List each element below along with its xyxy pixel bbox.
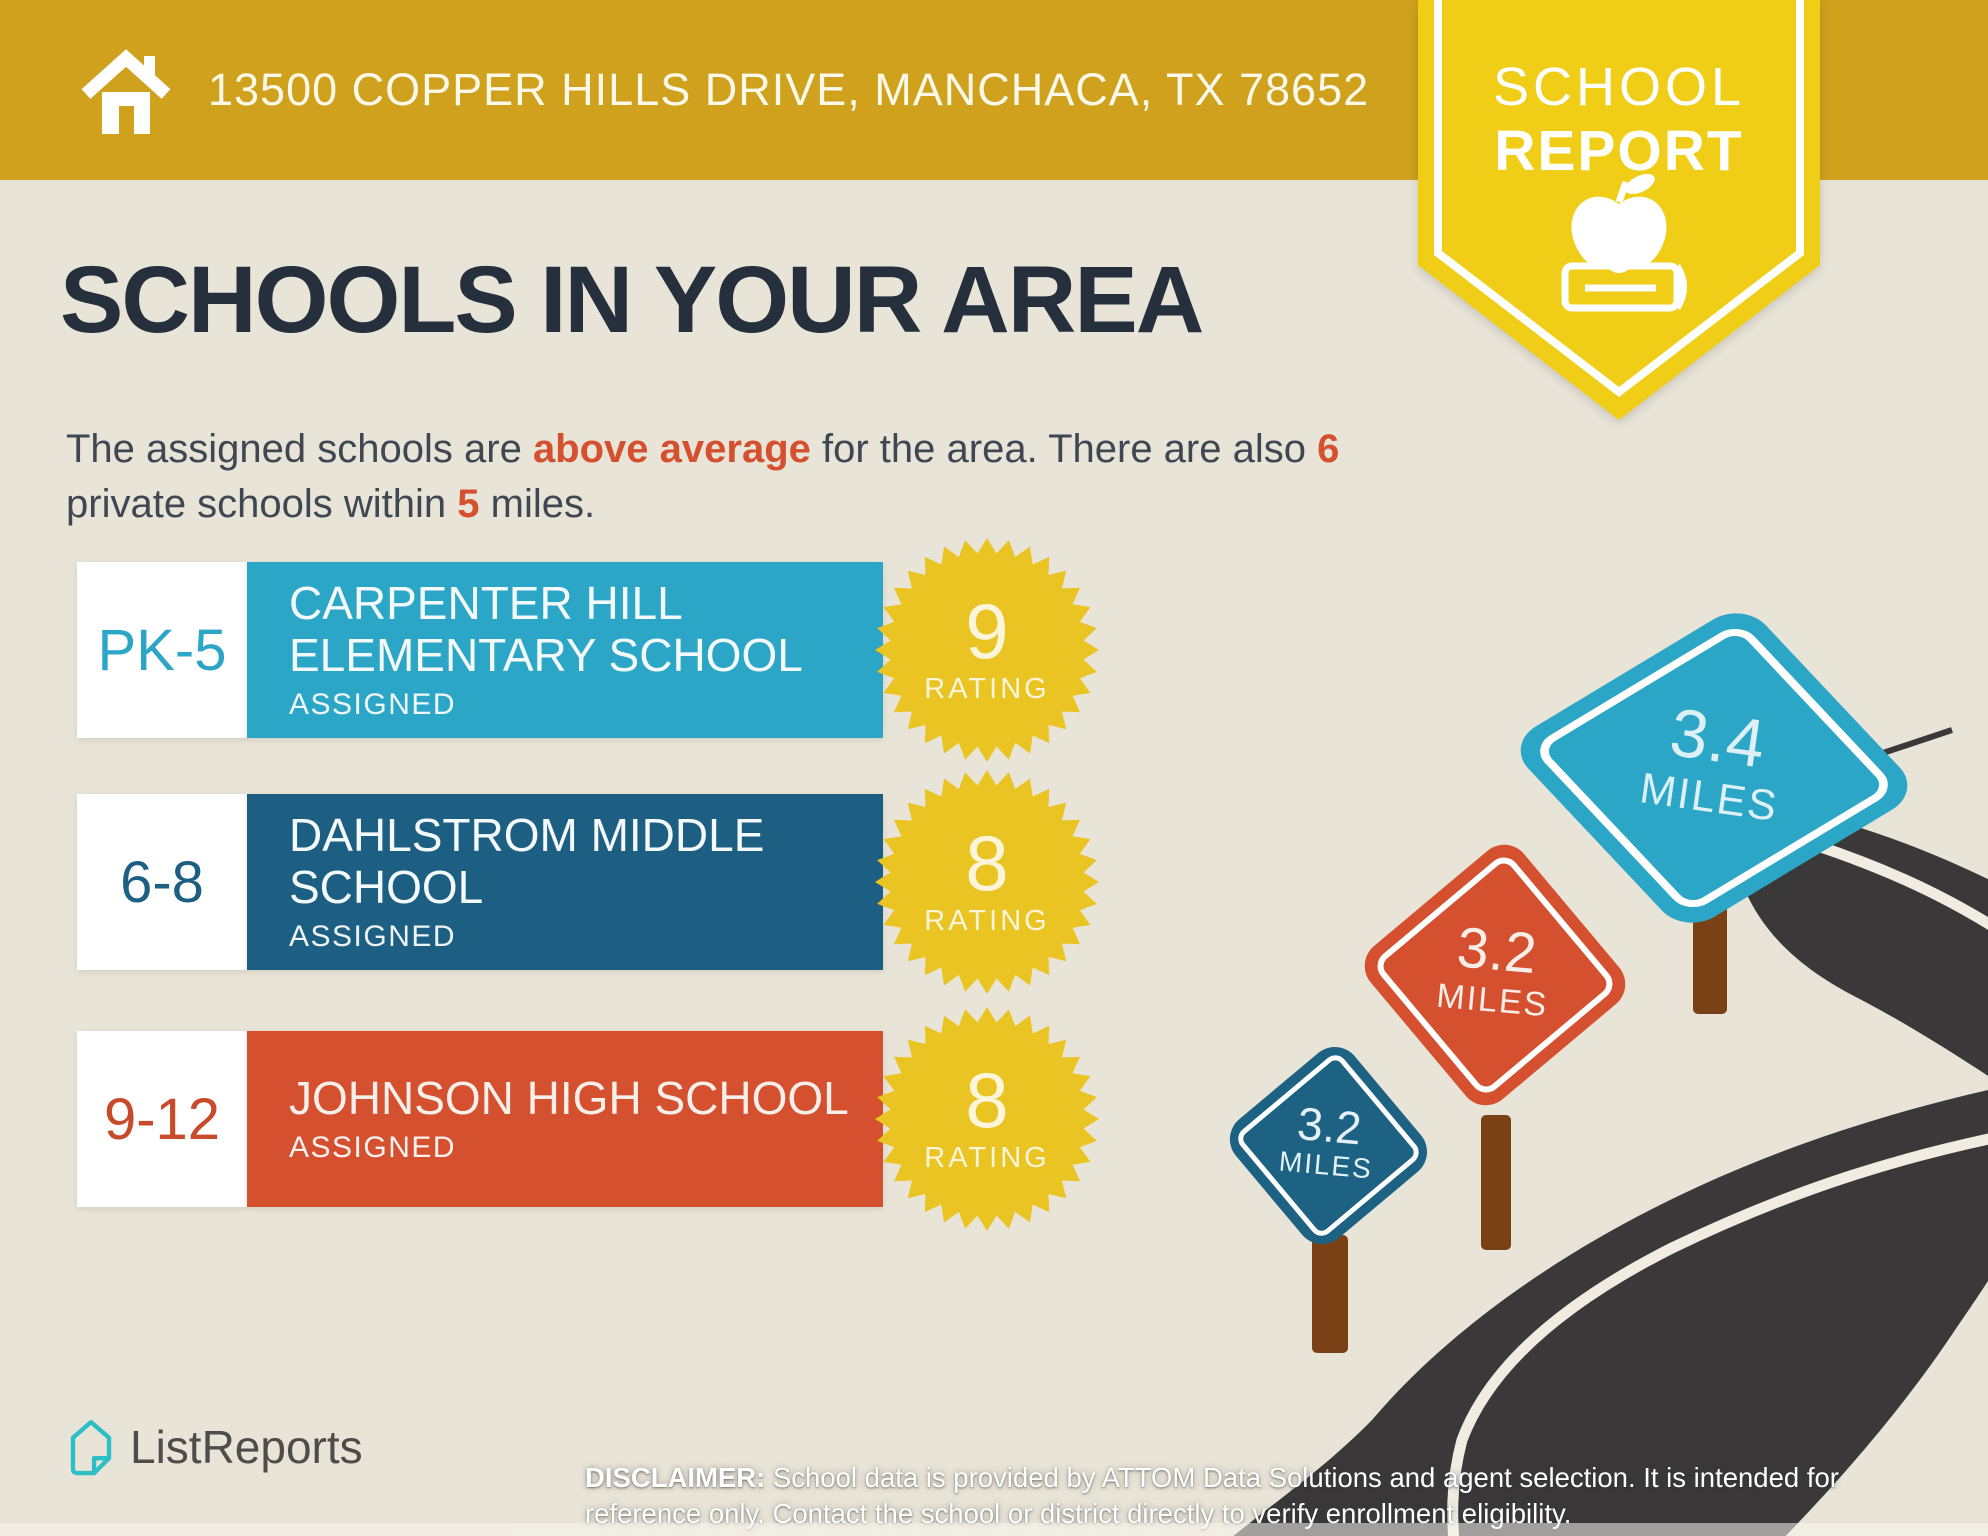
page-title: SCHOOLS IN YOUR AREA [60, 247, 1204, 353]
road-centerline-lower [1447, 1133, 1988, 1536]
school-status: ASSIGNED [289, 1131, 457, 1165]
disclaimer-text: DISCLAIMER: School data is provided by A… [585, 1460, 1895, 1533]
school-bar: CARPENTER HILL ELEMENTARY SCHOOL ASSIGNE… [247, 562, 883, 738]
sign-label: 3.2 MILES [1278, 1097, 1379, 1186]
apple-on-book-icon [1561, 173, 1687, 312]
rating-label: RATING [924, 1141, 1050, 1174]
property-address: 13500 COPPER HILLS DRIVE, MANCHACA, TX 7… [208, 64, 1370, 115]
intro-highlight-count: 6 [1317, 427, 1340, 471]
sign-post [1312, 1235, 1348, 1353]
starburst-icon [875, 538, 1099, 762]
sign-post [1481, 1115, 1511, 1250]
rating-badge: 9 RATING [875, 538, 1099, 762]
intro-highlight-radius: 5 [457, 482, 480, 527]
rating-value: 9 [965, 587, 1009, 676]
listreports-house-icon [70, 1419, 112, 1476]
school-name: JOHNSON HIGH SCHOOL [289, 1071, 849, 1124]
sign-label: 3.2 MILES [1435, 915, 1555, 1025]
rating-value: 8 [965, 1056, 1009, 1145]
intro-segment: miles. [479, 482, 596, 527]
rating-badge: 8 RATING [875, 1007, 1099, 1231]
school-name: CARPENTER HILL ELEMENTARY SCHOOL [289, 576, 803, 681]
listreports-wordmark: ListReports [130, 1421, 363, 1473]
school-bar: JOHNSON HIGH SCHOOL ASSIGNED [247, 1031, 883, 1207]
road-upper-bend [1740, 798, 1988, 1076]
starburst-icon [875, 770, 1099, 994]
bottom-edge-strip [0, 1523, 1988, 1536]
rating-label: RATING [924, 672, 1050, 705]
badge-title-line1: SCHOOL [1492, 57, 1746, 117]
footer-logo: ListReports [68, 1418, 363, 1476]
school-row-middle: 6-8 DAHLSTROM MIDDLE SCHOOL ASSIGNED 8 R… [77, 770, 1117, 994]
badge-title-line2: REPORT [1494, 119, 1744, 183]
school-bar: DAHLSTROM MIDDLE SCHOOL ASSIGNED [247, 794, 883, 970]
disclaimer-label: DISCLAIMER: [585, 1461, 766, 1493]
grade-range-label: PK-5 [97, 617, 227, 683]
intro-segment: for the area. There are also [810, 427, 1318, 471]
grade-range-label: 6-8 [120, 849, 204, 915]
grade-range-box: 6-8 [77, 794, 247, 970]
school-status: ASSIGNED [289, 920, 457, 954]
grade-range-label: 9-12 [103, 1086, 221, 1152]
school-report-badge: SCHOOL REPORT [1418, 0, 1820, 422]
starburst-icon [875, 1007, 1099, 1231]
grade-range-box: 9-12 [77, 1031, 247, 1207]
sign-label: 3.4 MILES [1637, 694, 1791, 833]
school-row-high: 9-12 JOHNSON HIGH SCHOOL ASSIGNED 8 RATI… [77, 1007, 1117, 1231]
badge-inner-border [1434, 0, 1804, 398]
school-status: ASSIGNED [289, 688, 457, 722]
intro-text: The assigned schools are above average f… [66, 422, 1386, 532]
school-row-elementary: PK-5 CARPENTER HILL ELEMENTARY SCHOOL AS… [77, 538, 1117, 762]
rating-label: RATING [924, 904, 1050, 937]
rating-value: 8 [965, 819, 1009, 908]
home-icon [81, 49, 171, 134]
road-centerline-upper [1813, 839, 1988, 930]
sign-distance-value: 3.2 [1295, 1097, 1364, 1155]
sign-distance-value: 3.2 [1454, 915, 1540, 987]
school-name: DAHLSTROM MIDDLE SCHOOL [289, 808, 765, 913]
road-lower-sweep [1233, 1089, 1988, 1536]
intro-segment: private schools within [66, 482, 458, 527]
disclaimer-body: School data is provided by ATTOM Data So… [585, 1461, 1839, 1530]
intro-highlight-quality: above average [532, 427, 811, 471]
grade-range-box: PK-5 [77, 562, 247, 738]
rating-badge: 8 RATING [875, 770, 1099, 994]
intro-segment: The assigned schools are [66, 427, 533, 471]
